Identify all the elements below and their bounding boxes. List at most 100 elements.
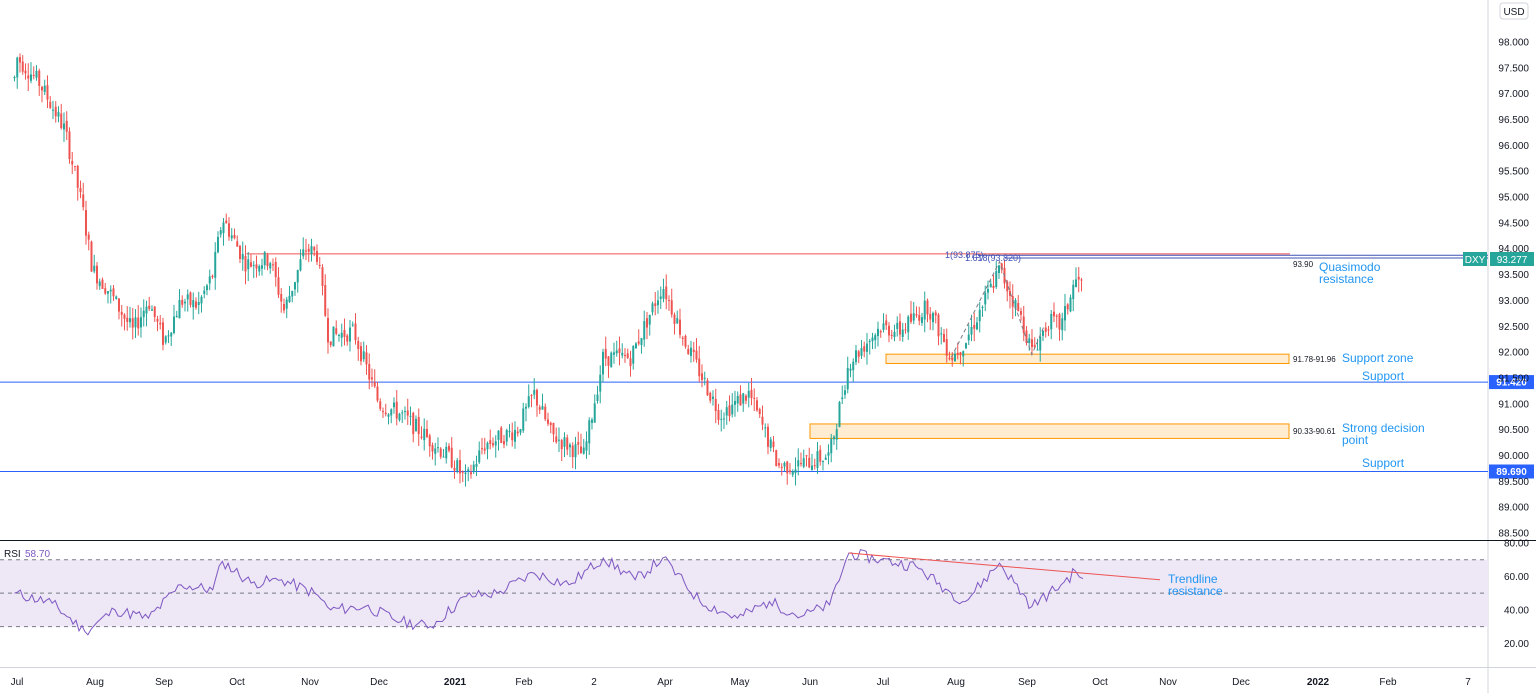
time-tick-label: Nov	[301, 677, 319, 688]
candle-body	[786, 461, 789, 474]
candle-body	[370, 377, 373, 380]
candle-body	[365, 352, 368, 365]
time-axis[interactable]: Jul Aug Sep Oct Nov Dec 2021 Feb 2 Apr May Jun Jul Au…	[11, 677, 1472, 688]
candle-body	[959, 352, 962, 355]
rsi-line[interactable]	[14, 549, 1084, 636]
candle-body	[189, 292, 192, 305]
candle-body	[656, 300, 659, 306]
candle-body	[214, 251, 217, 278]
price-axis[interactable]: 98.000 97.500 97.000 96.500 96.000 95.500 95.0…	[1498, 38, 1529, 540]
candle-body	[181, 299, 184, 305]
candle-body	[296, 269, 299, 283]
levels-layer: 93.90 91.420 89.690	[0, 253, 1534, 479]
candle-body	[574, 444, 577, 458]
candle-body	[335, 328, 338, 334]
candle-body	[882, 323, 885, 330]
candle-body	[1033, 344, 1036, 348]
rsi-trendline[interactable]	[848, 552, 1161, 581]
candle-body	[35, 70, 38, 78]
candle-body	[117, 298, 120, 312]
candle-body	[489, 440, 492, 444]
candle-body	[1019, 310, 1022, 315]
time-tick-label: Dec	[1232, 677, 1250, 688]
candle-body	[420, 436, 423, 438]
candle-body	[1017, 303, 1020, 311]
candle-body	[863, 346, 866, 352]
candle-body	[1069, 297, 1072, 312]
candle-body	[766, 426, 769, 447]
candle-body	[417, 417, 420, 435]
candle-body	[937, 314, 940, 337]
candle-body	[263, 252, 266, 266]
candle-body	[247, 259, 250, 270]
time-tick-label: Oct	[229, 677, 245, 688]
candle-body	[623, 355, 626, 357]
candle-body	[761, 416, 764, 425]
candle-body	[747, 390, 750, 398]
candle-body	[120, 311, 123, 315]
candle-body	[475, 463, 478, 467]
candle-body	[1011, 296, 1014, 307]
candle-body	[912, 313, 915, 321]
candle-body	[238, 245, 241, 260]
price-tick-label: 89.500	[1498, 477, 1529, 488]
candle-body	[530, 394, 533, 396]
candle-body	[29, 74, 32, 81]
candle-body	[439, 448, 442, 457]
candle-body	[46, 85, 49, 100]
candle-body	[500, 427, 503, 443]
time-tick-label: Jul	[877, 677, 890, 688]
candle-body	[588, 420, 591, 444]
candle-body	[241, 254, 244, 260]
candle-body	[920, 317, 923, 323]
candle-body	[211, 275, 214, 278]
candle-body	[381, 411, 384, 413]
candle-body	[403, 410, 406, 412]
candle-body	[161, 322, 164, 345]
candle-body	[722, 418, 725, 420]
currency-badge[interactable]: USD	[1499, 2, 1529, 20]
candle-body	[505, 429, 508, 442]
candle-body	[552, 422, 555, 435]
candle-body	[522, 408, 525, 431]
fib-1-label: 1(93.875)	[945, 250, 984, 260]
candle-body	[973, 324, 976, 329]
support-price-label: 91.420	[1496, 378, 1527, 389]
candle-body	[742, 393, 745, 404]
support-zone-box[interactable]	[885, 353, 1290, 364]
price-tick-label: 89.000	[1498, 503, 1529, 514]
candle-body	[208, 276, 211, 284]
candle-body	[101, 279, 104, 290]
candle-body	[340, 332, 343, 338]
candle-body	[93, 265, 96, 272]
candle-body	[986, 289, 989, 293]
candle-body	[720, 418, 723, 420]
candle-body	[896, 322, 899, 329]
candle-body	[65, 120, 68, 132]
candle-body	[934, 312, 937, 316]
trendline-label-line1: Trendline	[1168, 572, 1218, 586]
quasimodo-level-label: 93.90	[1293, 260, 1314, 269]
candle-body	[890, 334, 893, 336]
candle-body	[357, 340, 360, 349]
candle-body	[87, 234, 90, 240]
candle-body	[425, 428, 428, 437]
candle-body	[434, 448, 437, 454]
candle-body	[810, 465, 813, 471]
candle-body	[876, 328, 879, 337]
candle-body	[461, 471, 464, 473]
candle-body	[904, 329, 907, 331]
support-price-label: 89.690	[1496, 467, 1527, 478]
candle-body	[27, 75, 30, 79]
candle-body	[841, 397, 844, 400]
candle-body	[233, 234, 236, 239]
candle-body	[359, 346, 362, 362]
candle-body	[387, 414, 390, 417]
candle-body	[819, 449, 822, 462]
candle-body	[1077, 276, 1080, 280]
decision-zone-box[interactable]	[809, 423, 1290, 439]
fib-projection-path[interactable]	[950, 260, 1045, 358]
candle-body	[310, 246, 313, 254]
candle-body	[145, 306, 148, 314]
candle-body	[351, 324, 354, 326]
